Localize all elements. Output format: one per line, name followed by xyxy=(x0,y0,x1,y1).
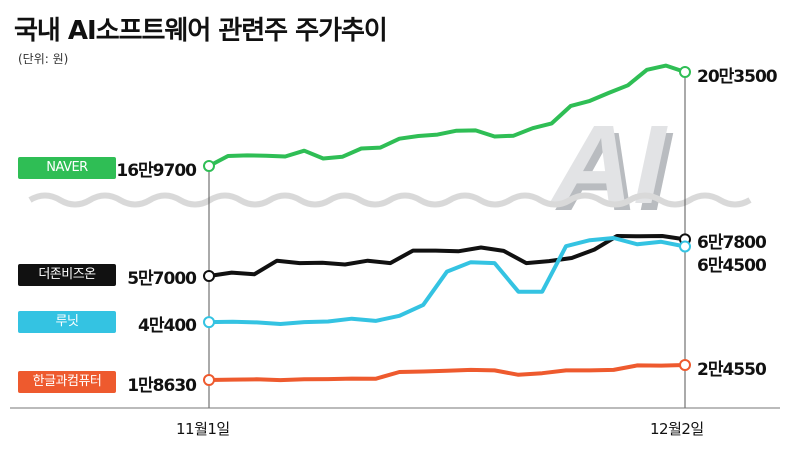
end-label-hancom: 2만4550 xyxy=(697,360,767,380)
end-label-lunit: 6만4500 xyxy=(697,256,767,276)
point-start-lunit xyxy=(203,316,215,329)
start-label-lunit: 4만400 xyxy=(138,316,197,336)
ai-watermark-logo: AI AI xyxy=(542,101,686,234)
series-line-douzone xyxy=(208,234,686,278)
chart-title: 국내 AI소프트웨어 관련주 주가추이 xyxy=(14,16,388,46)
point-start-douzone xyxy=(203,270,215,282)
x-tick-label-end: 12월2일 xyxy=(650,420,704,438)
point-end-lunit xyxy=(679,240,691,253)
start-label-naver: 16만9700 xyxy=(116,161,197,181)
end-label-douzone: 6만7800 xyxy=(697,233,767,253)
marker-layer xyxy=(203,66,691,386)
start-label-douzone: 5만7000 xyxy=(127,269,197,289)
unit-label: (단위: 원) xyxy=(18,52,69,66)
series-line-naver xyxy=(208,63,686,168)
series-line-lunit xyxy=(208,236,686,326)
point-start-naver xyxy=(203,160,215,172)
x-tick-label-start: 11월1일 xyxy=(176,420,230,438)
badge-naver: NAVER xyxy=(18,157,116,179)
badge-hancom: 한글과컴퓨터 xyxy=(18,371,116,393)
point-start-hancom xyxy=(203,374,215,386)
start-label-hancom: 1만8630 xyxy=(127,376,197,396)
badge-douzone: 더존비즈온 xyxy=(18,264,116,286)
series-layer xyxy=(208,63,686,383)
badge-lunit: 루닛 xyxy=(18,311,116,333)
ai-watermark-shadow: AI xyxy=(547,108,686,234)
axis-break-wave xyxy=(28,192,752,208)
series-line-hancom xyxy=(208,363,686,383)
point-end-hancom xyxy=(679,359,691,371)
point-end-naver xyxy=(679,66,691,78)
end-label-naver: 20만3500 xyxy=(697,67,778,87)
